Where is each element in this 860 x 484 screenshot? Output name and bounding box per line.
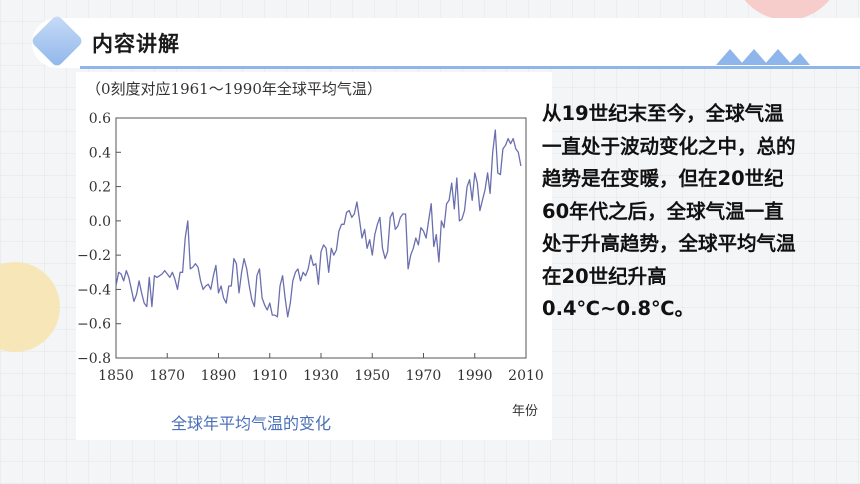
y-tick-label: 0.4 [89, 145, 111, 161]
y-tick-label: 0.6 [89, 111, 111, 127]
mountains-icon [716, 49, 810, 65]
description-text: 从19世纪末至今，全球气温一直处于波动变化之中，总的趋势是在变暖，但在20世纪6… [542, 102, 796, 320]
chart-figure: （0刻度对应1961～1990年全球平均气温） 0.6 0.4 0.2 0.0 −0.2… [76, 72, 552, 440]
temperature-series-line [115, 129, 522, 318]
header-underline [80, 66, 860, 69]
x-tick-label: 1990 [457, 368, 493, 384]
y-axis-title: （0刻度对应1961～1990年全球平均气温） [86, 80, 382, 98]
figure-caption: 全球年平均气温的变化 [170, 414, 331, 433]
y-tick-label: 0.2 [89, 180, 111, 196]
x-tick-label: 1950 [354, 368, 390, 384]
y-tick-label: −0.2 [77, 248, 111, 264]
x-tick-label: 1930 [303, 368, 339, 384]
x-tick-label: 1850 [98, 368, 134, 384]
y-tick-label: 0.0 [89, 214, 111, 230]
x-tick-label: 1910 [252, 368, 288, 384]
x-axis-unit: 年份 [512, 404, 539, 419]
y-tick-label: −0.6 [77, 317, 111, 333]
page-title: 内容讲解 [92, 32, 180, 56]
x-tick-label: 1870 [149, 368, 185, 384]
x-tick-label: 1890 [201, 368, 237, 384]
plot-frame [115, 117, 527, 359]
y-tick-label: −0.4 [77, 282, 111, 298]
x-tick-label: 1970 [406, 368, 442, 384]
y-tick-label: −0.8 [77, 351, 111, 367]
x-tick-label: 2010 [508, 368, 544, 384]
